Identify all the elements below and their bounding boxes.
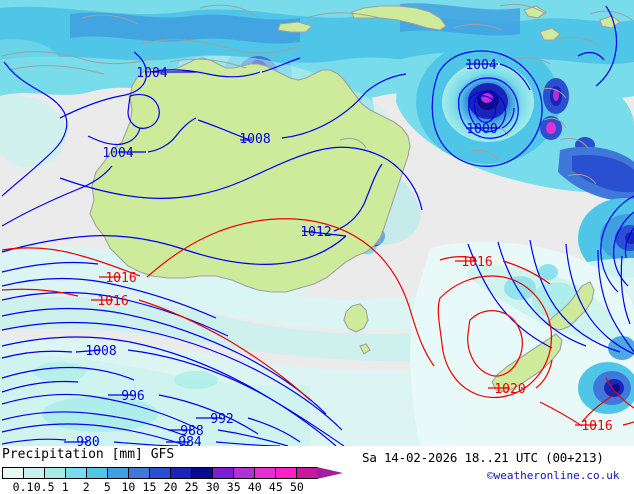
colorbar-tick: 20: [163, 480, 178, 494]
colorbar-tick: 40: [247, 480, 262, 494]
colorbar-swatch: [23, 468, 44, 478]
isobar-label: 1004: [465, 58, 496, 73]
isobars-low: [1, 5, 634, 446]
isobar-label: 1004: [102, 146, 133, 161]
colorbar-swatch: [86, 468, 107, 478]
legend-title: Precipitation [mm] GFS: [2, 447, 175, 462]
isobar-label: 984: [178, 435, 202, 446]
isobar-label: 1016: [105, 271, 136, 286]
isobar-label: 1004: [136, 66, 167, 81]
land-nz-south: [491, 333, 563, 393]
landmasses: [89, 5, 621, 393]
map-canvas: 1004 1004 1008 1012 1004 1000 1016 1016 …: [0, 0, 634, 446]
copyright-notice: ©weatheronline.co.uk: [487, 469, 620, 482]
colorbar-tick: 30: [205, 480, 220, 494]
isobar-label: 1016: [97, 294, 128, 309]
isobar-label: 1012: [300, 225, 331, 240]
colorbar-swatch: [233, 468, 254, 478]
colorbar-swatch: [149, 468, 170, 478]
colorbar-swatch: [128, 468, 149, 478]
isobar-label: 1020: [494, 382, 525, 397]
colorbar-swatch: [191, 468, 212, 478]
colorbar-tick: 0.1: [12, 480, 34, 494]
colorbar-tick: 15: [142, 480, 157, 494]
colorbar-tick: 35: [226, 480, 241, 494]
coastlines: [1, 3, 633, 185]
colorbar-tick: 25: [184, 480, 199, 494]
colorbar-swatch: [275, 468, 296, 478]
precipitation-map[interactable]: 1004 1004 1008 1012 1004 1000 1016 1016 …: [0, 0, 634, 446]
colorbar-tick: 50: [289, 480, 304, 494]
colorbar-swatch: [254, 468, 275, 478]
colorbar-swatch: [170, 468, 191, 478]
colorbar-swatch: [107, 468, 128, 478]
colorbar-tick: 5: [103, 480, 111, 494]
land-islands: [277, 5, 621, 355]
colorbar-swatch: [65, 468, 86, 478]
colorbar-swatch: [44, 468, 65, 478]
land-new-guinea: [351, 5, 447, 31]
colorbar-swatch: [212, 468, 233, 478]
colorbar-overflow-arrow: [317, 467, 343, 479]
colorbar-tick: 0.5: [33, 480, 55, 494]
map-footer: Precipitation [mm] GFS 0.1 0.5 1 2 5 10 15 20 25…: [0, 446, 634, 494]
isobars-high: [1, 218, 634, 427]
map-layers: 1004 1004 1008 1012 1004 1000 1016 1016 …: [0, 0, 634, 446]
isobar-label: 1000: [466, 122, 497, 137]
colorbar-tick: 10: [121, 480, 136, 494]
precipitation-colorbar[interactable]: [2, 467, 318, 479]
colorbar-swatch: [3, 468, 23, 478]
colorbar-tick-labels: 0.1 0.5 1 2 5 10 15 20 25 30 35 40 45 50: [0, 480, 340, 494]
isobar-label: 1016: [461, 255, 492, 270]
isobar-label: 1008: [239, 132, 270, 147]
colorbar-tick: 2: [82, 480, 90, 494]
colorbar-tick: 45: [268, 480, 283, 494]
isobar-label: 1008: [85, 344, 116, 359]
isobar-label: 996: [121, 389, 144, 404]
isobar-labels: 1004 1004 1008 1012 1004 1000 1016 1016 …: [76, 58, 612, 446]
isobar-label: 992: [210, 412, 233, 427]
land-nz-north: [547, 281, 595, 331]
land-tasmania: [343, 303, 369, 333]
forecast-timestamp: Sa 14-02-2026 18..21 UTC (00+213): [362, 450, 604, 465]
isobar-label: 1016: [581, 419, 612, 434]
colorbar-tick: 1: [61, 480, 69, 494]
isobar-label: 980: [76, 435, 99, 446]
isobar-label: 988: [180, 424, 203, 439]
colorbar-swatch: [296, 468, 317, 478]
